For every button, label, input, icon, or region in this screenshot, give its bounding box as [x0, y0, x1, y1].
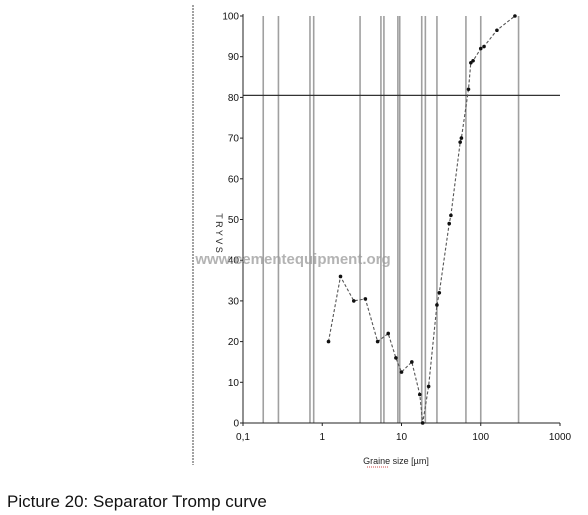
x-tick-label-3: 100	[472, 432, 489, 443]
y-axis-label: T R Y V S	[214, 213, 224, 253]
x-tick-labels: 0,1 1 10 100 1000	[236, 423, 572, 443]
vertical-lines	[262, 16, 520, 423]
y-tick-label-40: 40	[228, 256, 240, 267]
data-point-14	[447, 221, 452, 226]
y-tick-label-50: 50	[228, 215, 240, 226]
data-point-5	[386, 331, 391, 336]
data-point-1	[338, 274, 343, 279]
data-point-4	[375, 339, 380, 344]
x-tick-label-1: 1	[319, 432, 325, 443]
y-tick-label-60: 60	[228, 174, 240, 185]
y-tick-label-100: 100	[222, 12, 239, 23]
y-tick-label-0: 0	[233, 419, 239, 430]
data-point-10	[420, 421, 425, 425]
y-tick-label-90: 90	[228, 52, 240, 63]
y-tick-label-70: 70	[228, 134, 240, 145]
figure-caption: Picture 20: Separator Tromp curve	[7, 492, 267, 511]
data-point-7	[399, 370, 404, 374]
y-tick-labels: 0 10 20 30 40 50 60 70 80 90 100	[222, 12, 243, 430]
y-tick-label-80: 80	[228, 93, 240, 104]
data-point-9	[417, 392, 422, 397]
data-point-17	[459, 136, 464, 140]
data-point-0	[326, 339, 331, 344]
data-point-22	[482, 44, 486, 49]
data-point-11	[426, 384, 431, 389]
data-point-16	[458, 140, 462, 144]
watermark-text: www.cementequipment.org	[194, 251, 390, 268]
data-point-13	[437, 290, 442, 295]
data-point-12	[435, 303, 439, 307]
x-tick-label-4: 1000	[549, 432, 572, 443]
data-point-20	[471, 58, 475, 63]
data-point-18	[466, 87, 471, 92]
data-point-6	[394, 356, 398, 360]
axes	[242, 14, 560, 424]
x-tick-label-0: 0,1	[236, 432, 250, 443]
data-point-8	[410, 360, 414, 364]
x-axis-label: Graine size [µm]	[363, 456, 429, 466]
x-tick-label-2: 10	[396, 432, 408, 443]
y-tick-label-20: 20	[228, 337, 240, 348]
data-point-23	[495, 28, 499, 33]
data-point-15	[449, 213, 453, 218]
data-point-24	[513, 14, 517, 18]
y-tick-label-30: 30	[228, 296, 240, 307]
series-group	[326, 14, 517, 425]
y-tick-label-10: 10	[228, 378, 240, 389]
data-point-3	[363, 297, 368, 301]
data-point-21	[478, 46, 483, 51]
data-point-2	[351, 299, 356, 303]
